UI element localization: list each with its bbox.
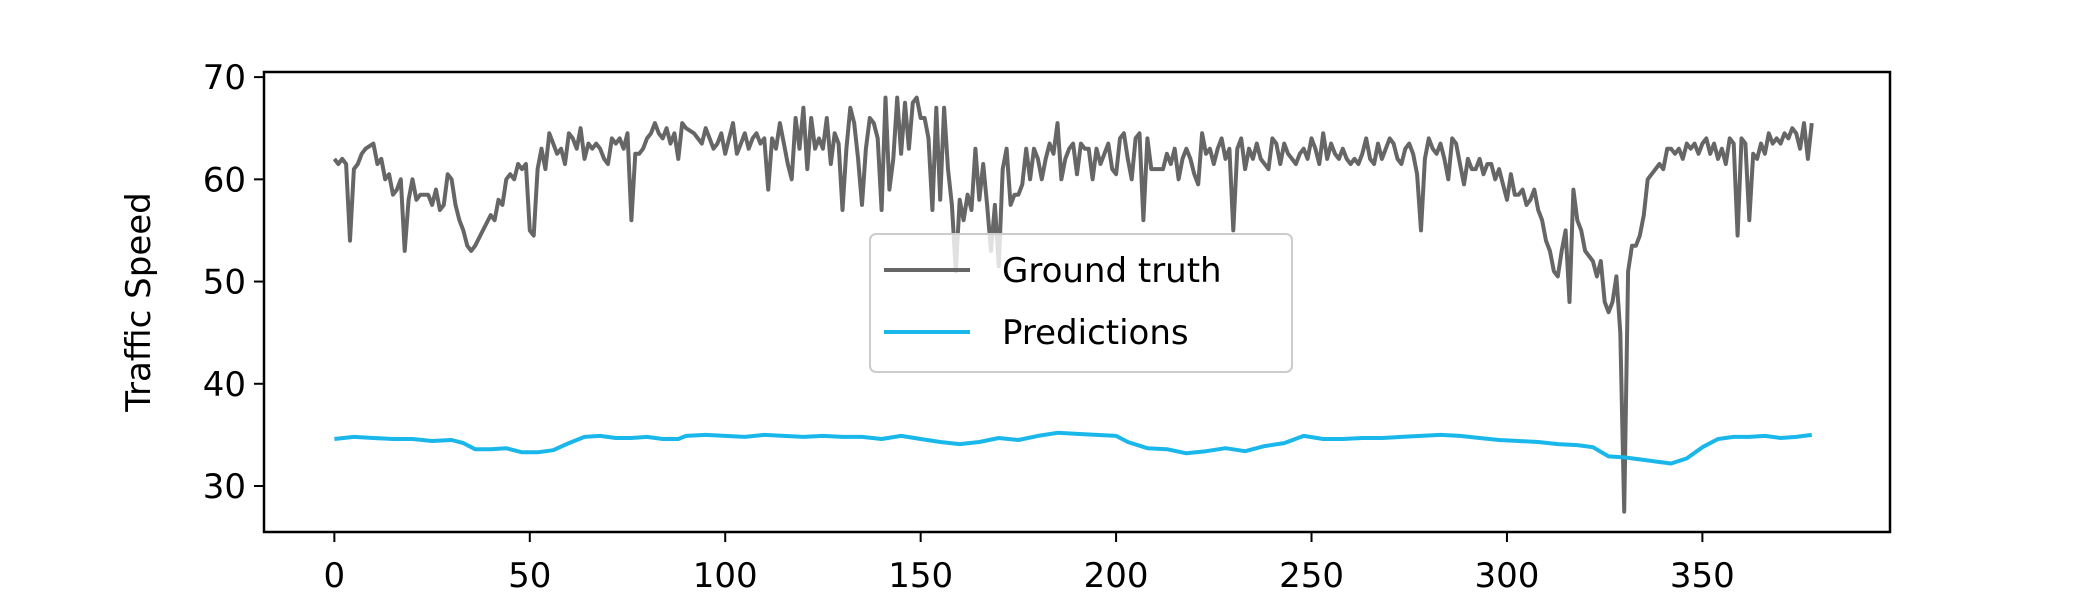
plot-frame: [262, 70, 1892, 534]
y-axis-title: Traffic Speed: [119, 192, 159, 413]
legend-box: [869, 233, 1293, 373]
x-tick-label: 0: [324, 556, 346, 596]
x-tick-label: 350: [1670, 556, 1735, 596]
y-axis-ticks: 30 40 50 60 70: [203, 58, 264, 507]
y-tick-label: 30: [203, 467, 246, 507]
y-tick-label: 70: [203, 58, 246, 98]
legend: Ground truth Predictions: [869, 233, 1293, 373]
x-tick-label: 200: [1084, 556, 1149, 596]
x-tick-label: 250: [1279, 556, 1344, 596]
x-tick-label: 300: [1474, 556, 1539, 596]
x-tick-label: 100: [693, 556, 758, 596]
x-axis-ticks: 0 50 100 150 200 250 300 350: [324, 532, 1735, 596]
y-tick-label: 40: [203, 365, 246, 405]
x-tick-label: 50: [508, 556, 551, 596]
y-tick-label: 60: [203, 160, 246, 200]
series-layer: [332, 95, 1814, 514]
series-line-0: [332, 95, 1814, 514]
y-tick-label: 50: [203, 263, 246, 303]
legend-label-1: Predictions: [1002, 313, 1189, 353]
legend-label-0: Ground truth: [1002, 251, 1222, 291]
series-line-1: [334, 430, 1813, 466]
x-tick-label: 150: [888, 556, 953, 596]
